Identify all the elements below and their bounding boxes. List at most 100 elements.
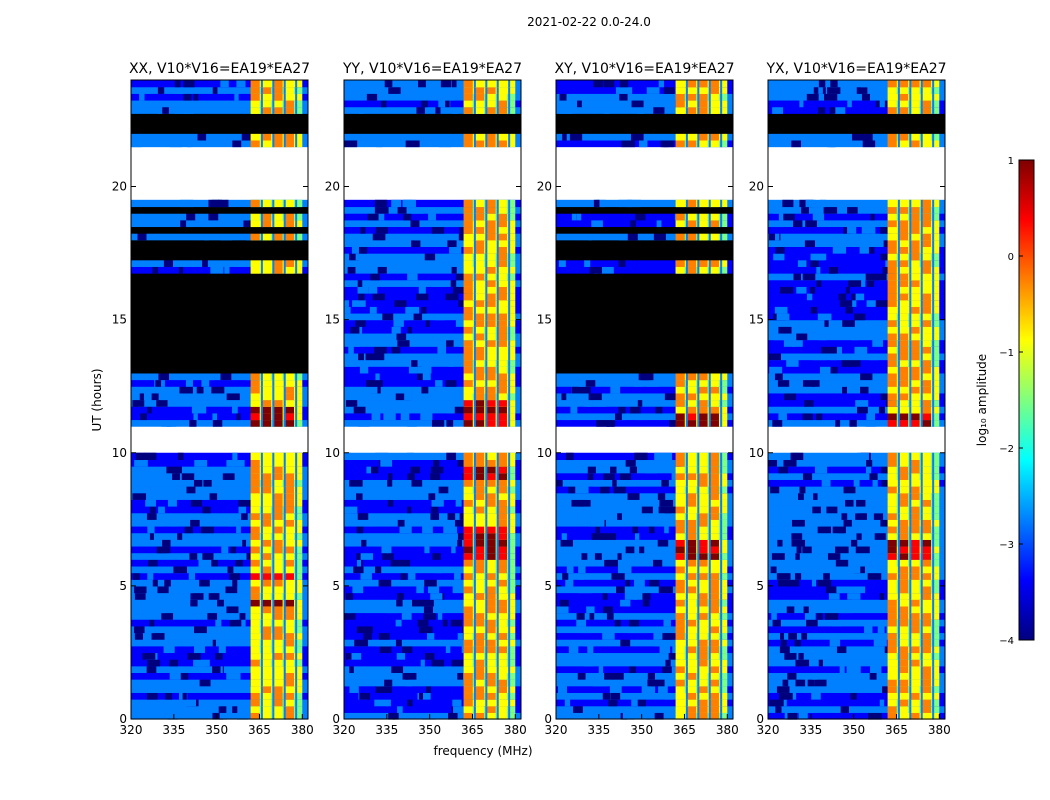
channel-gap-cell — [496, 219, 499, 228]
rfi-channel-cell — [250, 259, 260, 267]
channel-gap-cell — [897, 246, 900, 254]
rfi-channel-cell — [273, 565, 283, 574]
noise-cell — [418, 692, 424, 700]
channel-gap-cell — [508, 326, 511, 334]
channel-gap-cell — [485, 226, 488, 234]
rfi-channel-cell — [687, 559, 697, 567]
noise-cell — [236, 412, 241, 421]
rfi-channel-cell — [486, 392, 496, 401]
rfi-channel-cell — [687, 645, 697, 654]
noise-cell — [646, 379, 659, 387]
noise-cell — [218, 645, 226, 654]
rfi-channel-cell — [284, 652, 295, 660]
heatmap-row — [131, 579, 308, 587]
rfi-channel-cell — [486, 665, 496, 674]
heatmap-row — [556, 605, 733, 614]
noise-cell — [812, 506, 821, 514]
rfi-channel-cell — [497, 472, 508, 480]
rfi-channel-cell — [463, 559, 473, 567]
rfi-channel-cell — [262, 585, 272, 594]
rfi-channel-cell — [899, 712, 909, 720]
channel-gap-cell — [283, 499, 286, 507]
channel-gap-cell — [508, 293, 511, 301]
channel-gap-cell — [260, 386, 263, 394]
channel-gap-cell — [708, 199, 711, 208]
channel-gap-cell — [295, 406, 298, 414]
rfi-channel-cell — [273, 452, 283, 461]
rfi-channel-cell — [250, 519, 260, 527]
rfi-channel-cell — [463, 266, 473, 274]
rfi-channel-cell — [910, 372, 920, 381]
flagged-row — [768, 113, 945, 121]
heatmap-row — [344, 645, 521, 654]
rfi-channel-cell — [910, 579, 920, 587]
heatmap-row — [768, 379, 945, 387]
noise-cell — [458, 339, 464, 347]
y-tick-label: 5 — [332, 579, 340, 593]
colorbar-gradient — [1018, 159, 1035, 641]
noise-cell — [437, 519, 443, 527]
noise-cell — [584, 399, 591, 407]
rfi-channel-cell — [910, 652, 920, 660]
channel-gap-cell — [920, 572, 923, 580]
rfi-channel-cell — [709, 539, 720, 547]
rfi-channel-cell — [463, 226, 473, 234]
rfi-channel-cell — [463, 299, 473, 307]
channel-gap-cell — [697, 399, 700, 407]
channel-gap-cell — [272, 379, 275, 387]
rfi-channel-cell — [887, 665, 897, 674]
noise-cell — [641, 506, 653, 514]
rfi-channel-cell — [921, 659, 932, 667]
noise-cell — [218, 705, 227, 713]
rfi-channel-cell — [284, 605, 295, 614]
heatmap-row — [131, 379, 308, 387]
channel-gap-cell — [685, 99, 688, 108]
rfi-channel-cell — [887, 499, 897, 507]
noise-cell — [151, 632, 165, 640]
noise-cell — [805, 199, 816, 208]
noise-cell — [817, 312, 832, 321]
noise-cell — [132, 139, 142, 148]
rfi-channel-cell — [250, 565, 260, 574]
heatmap-row — [131, 259, 308, 267]
rfi-channel-cell — [463, 692, 473, 700]
heatmap-row — [556, 466, 733, 474]
channel-gap-cell — [697, 213, 700, 221]
channel-gap-cell — [932, 133, 935, 141]
noise-cell — [859, 246, 869, 254]
noise-cell — [812, 213, 825, 221]
noise-cell — [780, 639, 787, 647]
channel-gap-cell — [897, 632, 900, 640]
noise-cell — [879, 592, 885, 600]
channel-gap-cell — [932, 559, 935, 567]
noise-cell — [614, 412, 622, 421]
rfi-channel-cell — [887, 332, 897, 341]
noise-cell — [360, 226, 366, 234]
rfi-channel-cell — [497, 559, 508, 567]
colorbar-tick-label: −1 — [999, 348, 1014, 359]
noise-cell — [568, 486, 576, 494]
channel-gap-cell — [508, 559, 511, 567]
rfi-channel-cell — [475, 472, 485, 480]
rfi-channel-cell — [887, 266, 897, 274]
rfi-channel-cell — [497, 379, 508, 387]
rfi-channel-cell — [899, 266, 909, 274]
channel-gap-cell — [697, 199, 700, 208]
channel-gap-cell — [920, 106, 923, 114]
noise-cell — [383, 412, 396, 421]
channel-gap-cell — [920, 659, 923, 667]
rfi-channel-cell — [899, 259, 909, 267]
flagged-row — [556, 286, 733, 294]
channel-gap-cell — [909, 605, 912, 614]
heatmap-row — [768, 645, 945, 654]
noise-cell — [167, 699, 178, 707]
noise-cell — [587, 472, 594, 480]
rfi-channel-cell — [475, 93, 485, 101]
rfi-channel-cell — [486, 133, 496, 141]
noise-cell — [146, 692, 158, 700]
rfi-channel-cell — [250, 579, 260, 587]
channel-gap-cell — [283, 99, 286, 108]
rfi-channel-cell — [899, 293, 909, 301]
noise-cell — [653, 639, 661, 647]
channel-gap-cell — [685, 199, 688, 208]
